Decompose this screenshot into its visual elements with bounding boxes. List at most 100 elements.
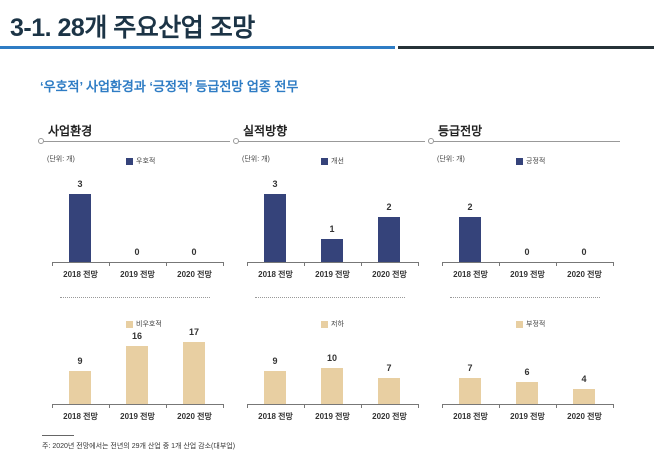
category-label: 2018 전망 xyxy=(453,270,488,279)
x-axis-top xyxy=(52,262,224,263)
axis-tick xyxy=(304,262,305,266)
category-label: 2019 전망 xyxy=(510,270,545,279)
unit-label: (단위: 개) xyxy=(47,156,75,163)
axis-tick xyxy=(304,404,305,408)
legend-swatch xyxy=(126,320,133,328)
legend-bottom: 저하 xyxy=(321,319,344,329)
axis-tick xyxy=(223,262,224,266)
data-label: 7 xyxy=(386,363,392,374)
bar-top-2 xyxy=(321,239,343,262)
panel-rule-dot xyxy=(233,138,239,144)
unit-label: (단위: 개) xyxy=(242,156,270,163)
section-divider xyxy=(255,297,405,298)
panel-rule xyxy=(40,141,230,142)
category-label: 2020 전망 xyxy=(177,412,212,421)
legend-swatch xyxy=(516,157,523,165)
category-label: 2020 전망 xyxy=(372,270,407,279)
category-label: 2019 전망 xyxy=(315,412,350,421)
axis-tick xyxy=(247,262,248,266)
axis-tick xyxy=(361,404,362,408)
x-axis-bottom xyxy=(52,404,224,405)
legend-label: 우호적 xyxy=(136,158,156,165)
bar-top-1 xyxy=(69,193,91,262)
bar-bottom-3 xyxy=(573,389,595,404)
legend-top: 우호적 xyxy=(126,156,155,166)
x-axis-bottom xyxy=(442,404,614,405)
bar-bottom-2 xyxy=(126,345,148,404)
bar-top-3 xyxy=(378,216,400,262)
data-label: 3 xyxy=(77,178,83,189)
footnote: 주: 2020년 전망에서는 전년의 29개 산업 중 1개 산업 감소(대부업… xyxy=(42,443,236,450)
page-title: 3-1. 28개 주요산업 조망 xyxy=(10,14,255,42)
chart-title: 사업환경 xyxy=(48,124,93,138)
data-label: 9 xyxy=(272,356,278,367)
category-label: 2020 전망 xyxy=(372,412,407,421)
legend-bottom: 부정적 xyxy=(516,319,545,329)
panel-rule xyxy=(430,141,620,142)
data-label: 1 xyxy=(329,224,335,235)
data-label: 16 xyxy=(131,330,142,341)
page-subtitle: ‘우호적’ 사업환경과 ‘긍정적’ 등급전망 업종 전무 xyxy=(40,79,299,94)
x-axis-top xyxy=(247,262,419,263)
legend-swatch xyxy=(126,157,133,165)
title-rule-blue xyxy=(0,46,395,49)
x-axis-top xyxy=(442,262,614,263)
category-label: 2020 전망 xyxy=(567,412,602,421)
category-label: 2018 전망 xyxy=(258,412,293,421)
bar-bottom-1 xyxy=(264,371,286,404)
axis-tick xyxy=(247,404,248,408)
axis-tick xyxy=(418,404,419,408)
data-label: 0 xyxy=(581,247,587,257)
legend-top: 개선 xyxy=(321,156,344,166)
bar-bottom-2 xyxy=(516,382,538,404)
axis-tick xyxy=(556,262,557,266)
chart-panel-2: 실적방향 (단위: 개) 개선 3 2018 전망 1 2019 전망 2 2020 전망 저하 9… xyxy=(233,122,427,422)
chart-title: 등급전망 xyxy=(438,124,483,138)
legend-bottom: 비우호적 xyxy=(126,319,162,329)
chart-title: 실적방향 xyxy=(243,124,288,138)
legend-top: 긍정적 xyxy=(516,156,545,166)
legend-label: 긍정적 xyxy=(526,158,546,165)
legend-label: 개선 xyxy=(331,158,344,165)
bar-top-1 xyxy=(459,216,481,262)
axis-tick xyxy=(166,262,167,266)
data-label: 3 xyxy=(272,178,278,189)
axis-tick xyxy=(613,262,614,266)
axis-tick xyxy=(556,404,557,408)
chart-panel-3: 등급전망 (단위: 개) 긍정적 2 2018 전망 0 2019 전망 0 2020 전망 부정… xyxy=(428,122,622,422)
bar-top-1 xyxy=(264,193,286,262)
axis-tick xyxy=(52,404,53,408)
category-label: 2019 전망 xyxy=(120,412,155,421)
category-label: 2019 전망 xyxy=(510,412,545,421)
axis-tick xyxy=(499,404,500,408)
legend-swatch xyxy=(321,157,328,165)
axis-tick xyxy=(223,404,224,408)
footnote-rule xyxy=(42,435,74,436)
data-label: 10 xyxy=(326,352,337,363)
data-label: 9 xyxy=(77,356,83,367)
axis-tick xyxy=(442,404,443,408)
section-divider xyxy=(450,297,600,298)
data-label: 2 xyxy=(386,201,392,212)
bar-bottom-1 xyxy=(459,378,481,404)
title-rule-dark xyxy=(398,46,654,49)
axis-tick xyxy=(361,262,362,266)
data-label: 6 xyxy=(524,367,530,378)
bar-bottom-2 xyxy=(321,367,343,404)
data-label: 2 xyxy=(467,201,473,212)
panel-rule-dot xyxy=(428,138,434,144)
axis-tick xyxy=(442,262,443,266)
data-label: 0 xyxy=(134,247,140,257)
axis-tick xyxy=(109,404,110,408)
data-label: 0 xyxy=(524,247,530,257)
axis-tick xyxy=(109,262,110,266)
category-label: 2020 전망 xyxy=(567,270,602,279)
x-axis-bottom xyxy=(247,404,419,405)
chart-panel-1: 사업환경 (단위: 개) 우호적 3 2018 전망 0 2019 전망 0 2020 전망 비우… xyxy=(38,122,232,422)
bar-bottom-1 xyxy=(69,371,91,404)
category-label: 2018 전망 xyxy=(453,412,488,421)
data-label: 4 xyxy=(581,374,587,385)
legend-swatch xyxy=(321,320,328,328)
panel-rule xyxy=(235,141,425,142)
category-label: 2018 전망 xyxy=(63,412,98,421)
